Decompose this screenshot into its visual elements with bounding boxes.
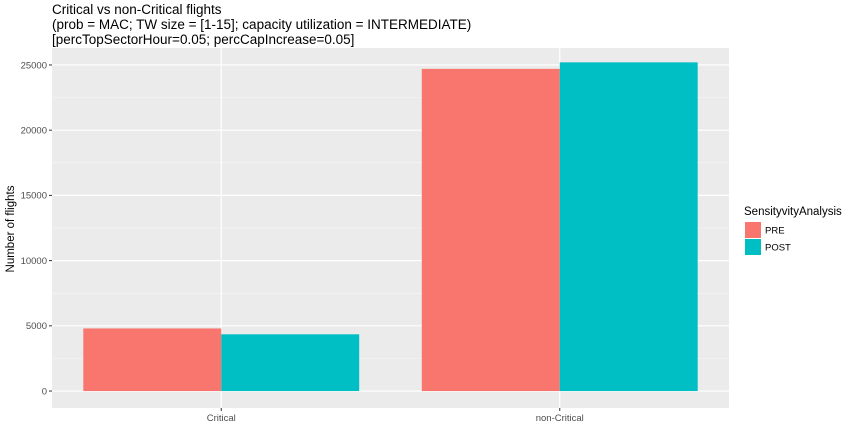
x-tick-label: non-Critical bbox=[536, 413, 584, 424]
bar-post-critical bbox=[221, 334, 360, 392]
legend-title: SensityvityAnalysis bbox=[744, 206, 842, 218]
y-axis-title: Number of flights bbox=[5, 185, 17, 272]
axes-group: 0 5000 10000 15000 20000 25000 Critical non-Cri… bbox=[21, 60, 584, 424]
bar-pre-non-critical bbox=[421, 68, 560, 392]
legend-key-pre bbox=[745, 222, 761, 238]
chart-subtitle-line-1: (prob = MAC; TW size = [1-15]; capacity … bbox=[52, 17, 472, 32]
legend-label-pre: PRE bbox=[765, 226, 785, 237]
legend-label-post: POST bbox=[765, 243, 791, 254]
bars-group bbox=[83, 62, 698, 392]
y-tick-label: 20000 bbox=[21, 125, 47, 136]
bar-post-non-critical bbox=[559, 62, 698, 392]
chart-title-block: Critical vs non-Critical flights (prob =… bbox=[52, 2, 471, 47]
y-tick-label: 0 bbox=[42, 386, 47, 397]
bar-pre-critical bbox=[83, 328, 222, 392]
x-tick-label: Critical bbox=[207, 413, 236, 424]
chart-title: Critical vs non-Critical flights bbox=[52, 2, 222, 17]
y-tick-label: 15000 bbox=[21, 191, 47, 202]
y-tick-label: 10000 bbox=[21, 256, 47, 267]
chart-subtitle-line-2: [percTopSectorHour=0.05; percCapIncrease… bbox=[52, 32, 355, 47]
legend-key-post bbox=[745, 239, 761, 255]
legend: SensityvityAnalysis PRE POST bbox=[744, 206, 842, 255]
y-tick-label: 5000 bbox=[26, 321, 47, 332]
y-tick-label: 25000 bbox=[21, 60, 47, 71]
